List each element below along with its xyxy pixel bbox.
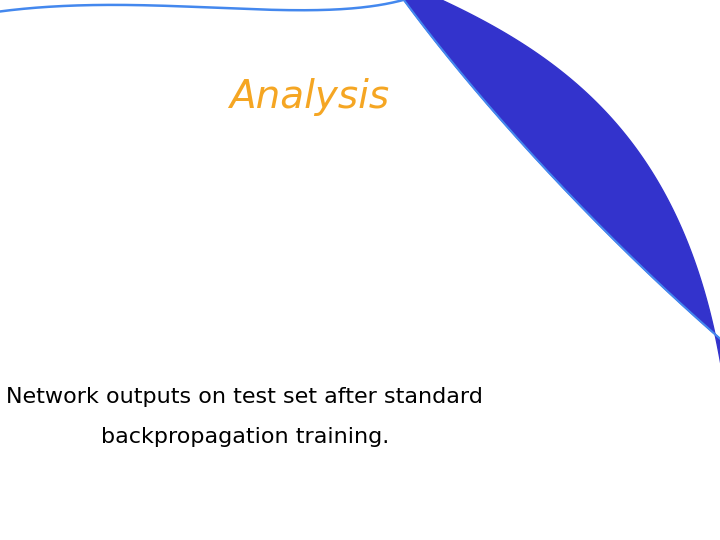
Text: backpropagation training.: backpropagation training. bbox=[101, 427, 389, 448]
Polygon shape bbox=[396, 0, 720, 540]
Text: Network outputs on test set after standard: Network outputs on test set after standa… bbox=[6, 387, 483, 407]
Text: Analysis: Analysis bbox=[230, 78, 390, 116]
